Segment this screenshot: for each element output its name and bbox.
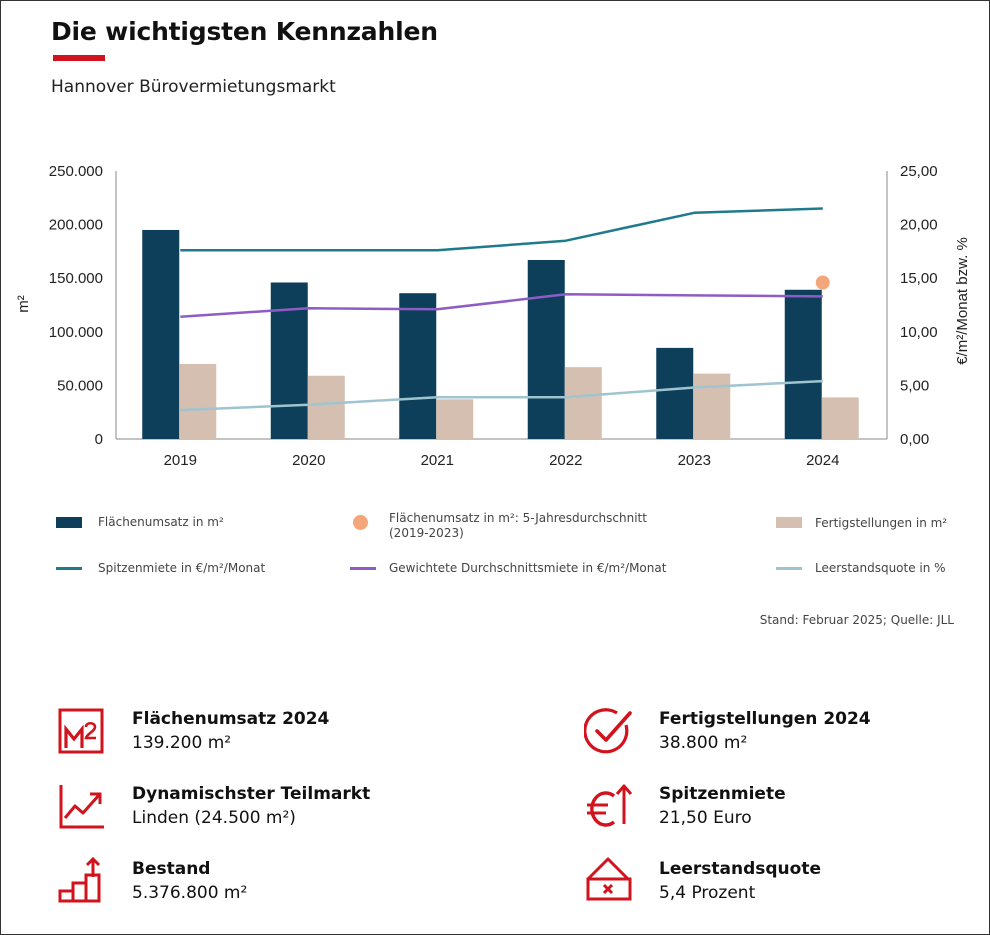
bar-fertigstellungen: [693, 373, 731, 439]
kpi-spitzenmiete: Spitzenmiete 21,50 Euro: [584, 782, 964, 837]
legend-label-spitzenmiete: Spitzenmiete in €/m²/Monat: [98, 561, 266, 575]
legend-swatch-fertigstellungen: [776, 517, 802, 528]
legend-label-avg: Flächenumsatz in m²: 5-Jahresdurchschnit…: [389, 511, 647, 541]
bar-fertigstellungen: [821, 397, 859, 439]
y-axis-right-title: €/m²/Monat bzw. %: [954, 237, 971, 365]
legend-swatch-spitzenmiete: [56, 567, 82, 570]
bar-flaechenumsatz: [270, 282, 308, 439]
y-axis-right-ticks: 0,00 5,00 10,00 15,00 20,00 25,00: [900, 163, 938, 448]
kpi-label: Spitzenmiete: [659, 784, 786, 804]
legend-swatch-leerstand: [776, 567, 802, 570]
kpi-label: Bestand: [132, 859, 211, 879]
bar-fertigstellungen: [179, 363, 217, 439]
point-5-year-average: [815, 275, 830, 290]
x-tick-label: 2022: [549, 452, 582, 469]
m2-icon: [58, 708, 104, 754]
kpi-label: Leerstandsquote: [659, 859, 821, 879]
bar-fertigstellungen: [307, 375, 345, 439]
x-tick-label: 2023: [678, 452, 711, 469]
legend-swatch-flaechenumsatz: [56, 517, 82, 528]
kpi-teilmarkt: Dynamischster Teilmarkt Linden (24.500 m…: [57, 782, 477, 837]
x-tick-label: 2024: [806, 452, 839, 469]
kpi-value: 38.800 m²: [659, 733, 748, 753]
combo-chart: 0 50.000 100.000 150.000 200.000 250.000 0,00…: [15, 163, 971, 469]
x-tick-label: 2020: [292, 452, 325, 469]
points-group: [815, 275, 830, 290]
y-left-tick-label: 150.000: [49, 270, 103, 287]
kpi-value: 21,50 Euro: [659, 808, 752, 828]
line-durchschnittsmiete: [180, 293, 823, 319]
legend-label-fertigstellungen: Fertigstellungen in m²: [815, 516, 948, 530]
kpi-value: 5.376.800 m²: [132, 883, 248, 903]
legend-swatch-avg-dot: [353, 515, 368, 530]
bar-flaechenumsatz: [142, 229, 180, 439]
bar-fertigstellungen: [436, 399, 474, 439]
y-left-tick-label: 250.000: [49, 163, 103, 180]
y-right-tick-label: 0,00: [900, 431, 929, 448]
kpi-leerstand: Leerstandsquote 5,4 Prozent: [584, 857, 964, 912]
legend-label-durchschnittsmiete: Gewichtete Durchschnittsmiete in €/m²/Mo…: [389, 561, 667, 575]
y-right-tick-label: 15,00: [900, 270, 938, 287]
legend-label-flaechenumsatz: Flächenumsatz in m²: [98, 515, 224, 529]
line-spitzenmiete: [180, 207, 823, 252]
x-tick-label: 2021: [421, 452, 454, 469]
bar-flaechenumsatz: [527, 259, 565, 439]
trend-up-chart-icon: [59, 785, 104, 829]
x-tick-label: 2019: [164, 452, 197, 469]
euro-arrow-up-icon: [587, 784, 633, 827]
legend-label-leerstand: Leerstandsquote in %: [815, 561, 946, 575]
kpi-bestand: Bestand 5.376.800 m²: [57, 857, 477, 912]
kpi-fertigstellungen: Fertigstellungen 2024 38.800 m²: [584, 707, 964, 762]
y-left-tick-label: 50.000: [57, 377, 103, 394]
kpi-value: Linden (24.500 m²): [132, 808, 296, 828]
y-right-tick-label: 20,00: [900, 217, 938, 234]
bar-fertigstellungen: [564, 367, 602, 439]
vacant-sign-icon: [586, 857, 632, 901]
title-underline: [53, 55, 105, 61]
y-left-tick-label: 200.000: [49, 217, 103, 234]
kpi-flaechenumsatz: Flächenumsatz 2024 139.200 m²: [57, 707, 477, 762]
kpi-label: Dynamischster Teilmarkt: [132, 784, 371, 804]
page-subtitle: Hannover Bürovermietungsmarkt: [51, 77, 336, 97]
bar-flaechenumsatz: [656, 347, 694, 439]
y-right-tick-label: 10,00: [900, 324, 938, 341]
y-right-tick-label: 5,00: [900, 377, 929, 394]
source-note: Stand: Februar 2025; Quelle: JLL: [759, 613, 954, 627]
x-axis-ticks: 2019 2020 2021 2022 2023 2024: [164, 452, 840, 469]
y-axis-left-ticks: 0 50.000 100.000 150.000 200.000 250.000: [49, 163, 103, 448]
kpi-label: Flächenumsatz 2024: [132, 709, 330, 729]
y-left-tick-label: 100.000: [49, 324, 103, 341]
page-title: Die wichtigsten Kennzahlen: [51, 17, 438, 46]
kpi-label: Fertigstellungen 2024: [659, 709, 871, 729]
checkmark-circle-icon: [584, 708, 632, 754]
lines-group: [180, 207, 823, 412]
y-right-tick-label: 25,00: [900, 163, 938, 180]
line-leerstandsquote: [180, 379, 823, 412]
bar-flaechenumsatz: [784, 289, 822, 439]
kpi-value: 5,4 Prozent: [659, 883, 756, 903]
bar-flaechenumsatz: [399, 293, 437, 439]
chart-legend: Flächenumsatz in m² Flächenumsatz in m²:…: [1, 506, 990, 596]
legend-label-avg-line2: (2019-2023): [389, 526, 464, 540]
legend-swatch-durchschnittsmiete: [350, 567, 376, 570]
y-axis-left-title: m²: [15, 295, 32, 313]
legend-label-avg-line1: Flächenumsatz in m²: 5-Jahresdurchschnit…: [389, 511, 647, 525]
kpi-value: 139.200 m²: [132, 733, 232, 753]
y-left-tick-label: 0: [95, 431, 103, 448]
bars-group: [142, 229, 859, 439]
stepped-bars-arrow-icon: [58, 857, 101, 903]
